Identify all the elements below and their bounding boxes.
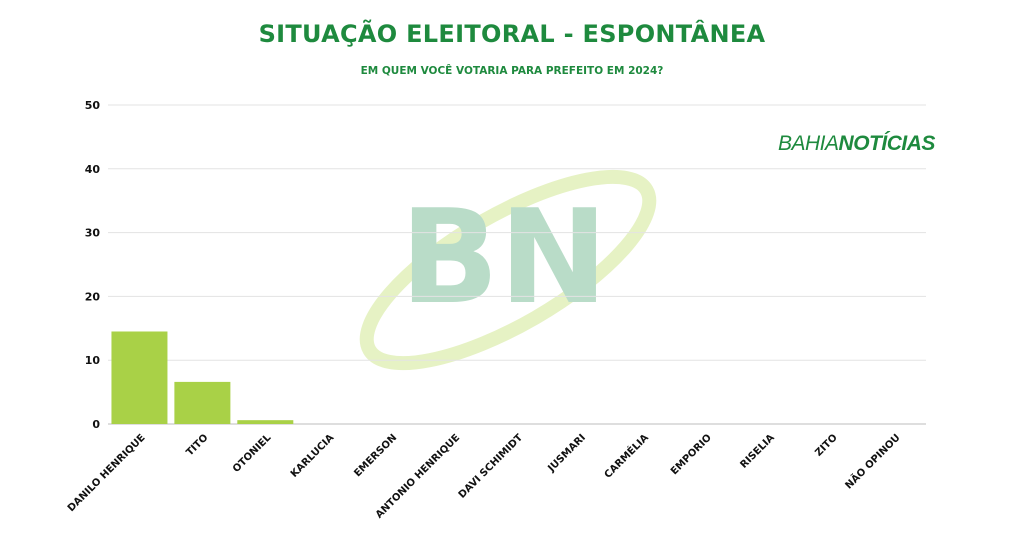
x-tick-label: KARLUCIA	[289, 432, 337, 480]
brand-part1: BAHIA	[778, 132, 839, 155]
y-tick-label: 10	[85, 354, 101, 367]
bar	[174, 381, 231, 424]
x-tick-label: DAVI SCHIMIDT	[457, 432, 526, 501]
y-tick-label: 20	[85, 290, 101, 303]
x-tick-label: EMPORIO	[669, 432, 714, 477]
x-tick-label: ZITO	[813, 432, 839, 458]
brand-part2: NOTÍCIAS	[838, 132, 936, 155]
bar	[111, 331, 168, 424]
x-tick-label: NÃO OPINOU	[842, 431, 903, 492]
bar	[237, 420, 294, 424]
x-tick-label: TITO	[184, 432, 210, 458]
y-tick-label: 30	[85, 227, 101, 240]
x-tick-label: DANILO HENRIQUE	[66, 432, 148, 514]
watermark-swoosh	[359, 169, 657, 371]
x-tick-label: JUSMARI	[546, 432, 589, 475]
x-tick-label: OTONIEL	[231, 432, 274, 475]
x-tick-label: EMERSON	[352, 432, 399, 479]
bahia-noticias-logo: BAHIANOTÍCIAS	[778, 132, 935, 156]
x-tick-label: CARMÉLIA	[601, 431, 651, 481]
chart-subtitle: EM QUEM VOCÊ VOTARIA PARA PREFEITO EM 20…	[360, 65, 664, 77]
y-tick-label: 50	[85, 99, 101, 112]
bn-watermark-logo: BN	[359, 169, 657, 371]
y-tick-label: 40	[85, 163, 101, 176]
y-tick-label: 0	[92, 418, 100, 431]
chart-title: SITUAÇÃO ELEITORAL - ESPONTÂNEA	[258, 20, 766, 48]
watermark-letters: BN	[400, 181, 608, 333]
x-tick-label: RISELIA	[738, 432, 777, 471]
